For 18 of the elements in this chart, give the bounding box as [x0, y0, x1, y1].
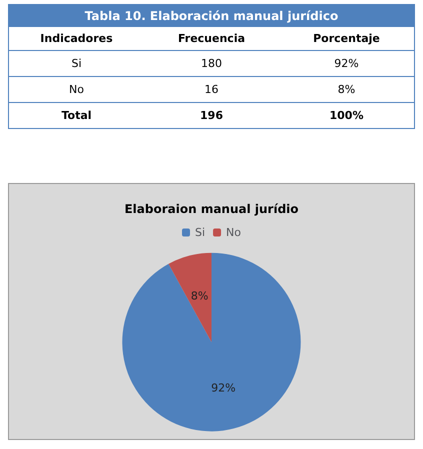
category-label: Porcentaje: [312, 32, 381, 45]
chart-title: Elaboraion manual jurídio: [124, 202, 299, 216]
text: 196: [199, 109, 224, 122]
text: No: [68, 83, 85, 96]
legend-label: No: [226, 226, 242, 239]
category-label: Indicadores: [39, 32, 114, 45]
text: Tabla 10. Elaboración manual jurídico: [9, 5, 414, 27]
text: 180: [200, 57, 223, 70]
text: 92%: [333, 57, 360, 70]
text: 100%: [328, 109, 364, 122]
text: Si: [70, 57, 83, 70]
data-label: 8%: [190, 289, 208, 302]
text: 8%: [336, 83, 356, 96]
text: Total: [60, 109, 93, 122]
data-label: 92%: [211, 382, 236, 395]
legend-label: Si: [195, 226, 206, 239]
category-label: Frecuencia: [176, 32, 246, 45]
text: 16: [204, 83, 220, 96]
